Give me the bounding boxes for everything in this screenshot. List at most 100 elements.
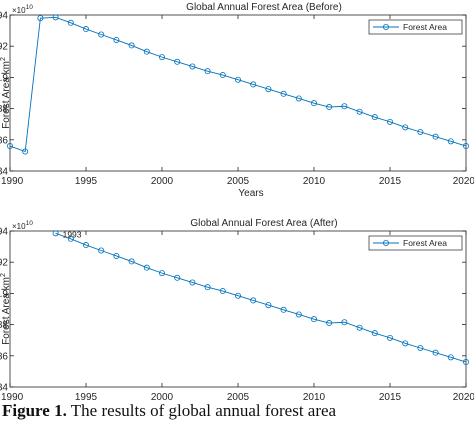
data-point (234, 292, 241, 299)
y-axis-title-superscript: 2 (0, 273, 7, 277)
y-axis-title: Forest Area km2 (0, 273, 12, 345)
data-point (22, 148, 29, 155)
data-point (250, 297, 257, 304)
legend-marker (382, 23, 389, 30)
y-tick-label: 1.94 (0, 227, 8, 238)
y-axis-title-superscript: 2 (0, 57, 7, 61)
x-tick-label: 2005 (227, 176, 250, 187)
legend-label: Forest Area (403, 238, 447, 248)
data-point (356, 108, 363, 115)
y-axis-title: Forest Area km2 (0, 57, 12, 129)
y-tick-label: 1.84 (0, 167, 8, 178)
x-tick-label: 2020 (453, 176, 474, 187)
data-point (371, 114, 378, 121)
y-exponent-base: ×10 (12, 6, 26, 15)
data-point (158, 54, 165, 61)
legend-marker (382, 239, 389, 246)
caption-label: Figure 1. (2, 401, 67, 420)
x-tick-label: 2000 (151, 176, 174, 187)
data-point (219, 288, 226, 295)
data-point (67, 19, 74, 26)
data-point (356, 324, 363, 331)
plot-frame (9, 14, 467, 172)
data-point (189, 279, 196, 286)
x-tick-label: 2005 (227, 392, 250, 400)
data-point (52, 14, 59, 21)
data-point (402, 124, 409, 131)
data-point (204, 68, 211, 75)
data-point (143, 264, 150, 271)
data-point (113, 252, 120, 259)
data-point (128, 42, 135, 49)
y-tick-label: 1.88 (0, 320, 8, 331)
data-point (386, 118, 393, 125)
chart-2: 1990 1995 2000 2005 2010 2015 2020 1.84 1.86 1.88… (0, 218, 474, 400)
y-axis-title-text: Forest Area km (1, 61, 12, 129)
y-tick-label: 1.9 (0, 73, 8, 84)
data-point (113, 36, 120, 43)
data-point (7, 143, 13, 150)
y-tick-label: 1.86 (0, 351, 8, 362)
y-tick-label: 1.9 (0, 289, 8, 300)
x-tick-label: 2010 (303, 392, 326, 400)
data-point (98, 31, 105, 38)
data-point (158, 270, 165, 277)
data-point (67, 235, 74, 242)
y-exponent-label: ×1010 (12, 220, 33, 231)
x-tick-label: 2015 (379, 392, 402, 400)
annotation-label: 1993 (63, 229, 82, 239)
figure-canvas: 1990 1995 2000 2005 2010 2015 2020 1.84 1.86 1.88… (0, 2, 474, 400)
chart-title: Global Annual Forest Area (After) (190, 218, 337, 229)
chart-1: 1990 1995 2000 2005 2010 2015 2020 1.84 1.86 1.88… (0, 2, 474, 199)
data-point (128, 258, 135, 265)
data-point (219, 72, 226, 79)
y-tick-label: 1.92 (0, 258, 8, 269)
y-tick-label: 1.84 (0, 383, 8, 394)
data-point (174, 274, 181, 281)
data-point (83, 26, 90, 33)
data-point (402, 340, 409, 347)
data-point (295, 311, 302, 318)
data-point (326, 320, 333, 327)
data-point (143, 48, 150, 55)
data-point (341, 319, 348, 326)
y-tick-label: 1.92 (0, 42, 8, 53)
data-point (462, 359, 469, 366)
data-point (189, 63, 196, 70)
x-tick-label: 2015 (379, 176, 402, 187)
data-point (174, 58, 181, 65)
data-point (37, 15, 44, 22)
data-point (432, 349, 439, 356)
data-point (462, 143, 469, 150)
x-axis-title: Years (238, 188, 263, 199)
x-tick-label: 1990 (1, 392, 24, 400)
y-tick-label: 1.94 (0, 11, 8, 22)
x-tick-label: 2000 (151, 392, 174, 400)
legend-label: Forest Area (403, 22, 447, 32)
data-point (326, 104, 333, 111)
data-point (234, 76, 241, 83)
data-point (83, 242, 90, 249)
figure-caption: Figure 1. The results of global annual f… (2, 401, 474, 424)
x-tick-label: 1990 (1, 176, 24, 187)
data-point (310, 316, 317, 323)
x-tick-label: 2010 (303, 176, 326, 187)
data-point (280, 306, 287, 313)
series-line (9, 16, 467, 153)
data-point (447, 354, 454, 361)
y-axis-title-text: Forest Area km (1, 277, 12, 345)
data-point (310, 100, 317, 107)
data-point (265, 302, 272, 309)
data-point (417, 344, 424, 351)
legend: Forest Area (368, 235, 463, 251)
data-point (280, 90, 287, 97)
x-tick-label: 1995 (75, 176, 98, 187)
data-point (341, 103, 348, 110)
x-tick-label: 2020 (453, 392, 474, 400)
chart-title: Global Annual Forest Area (Before) (186, 2, 342, 13)
data-point (204, 284, 211, 291)
y-exponent-label: ×1010 (12, 4, 33, 15)
legend-box (368, 19, 463, 35)
data-point (52, 230, 59, 237)
data-point (371, 330, 378, 337)
